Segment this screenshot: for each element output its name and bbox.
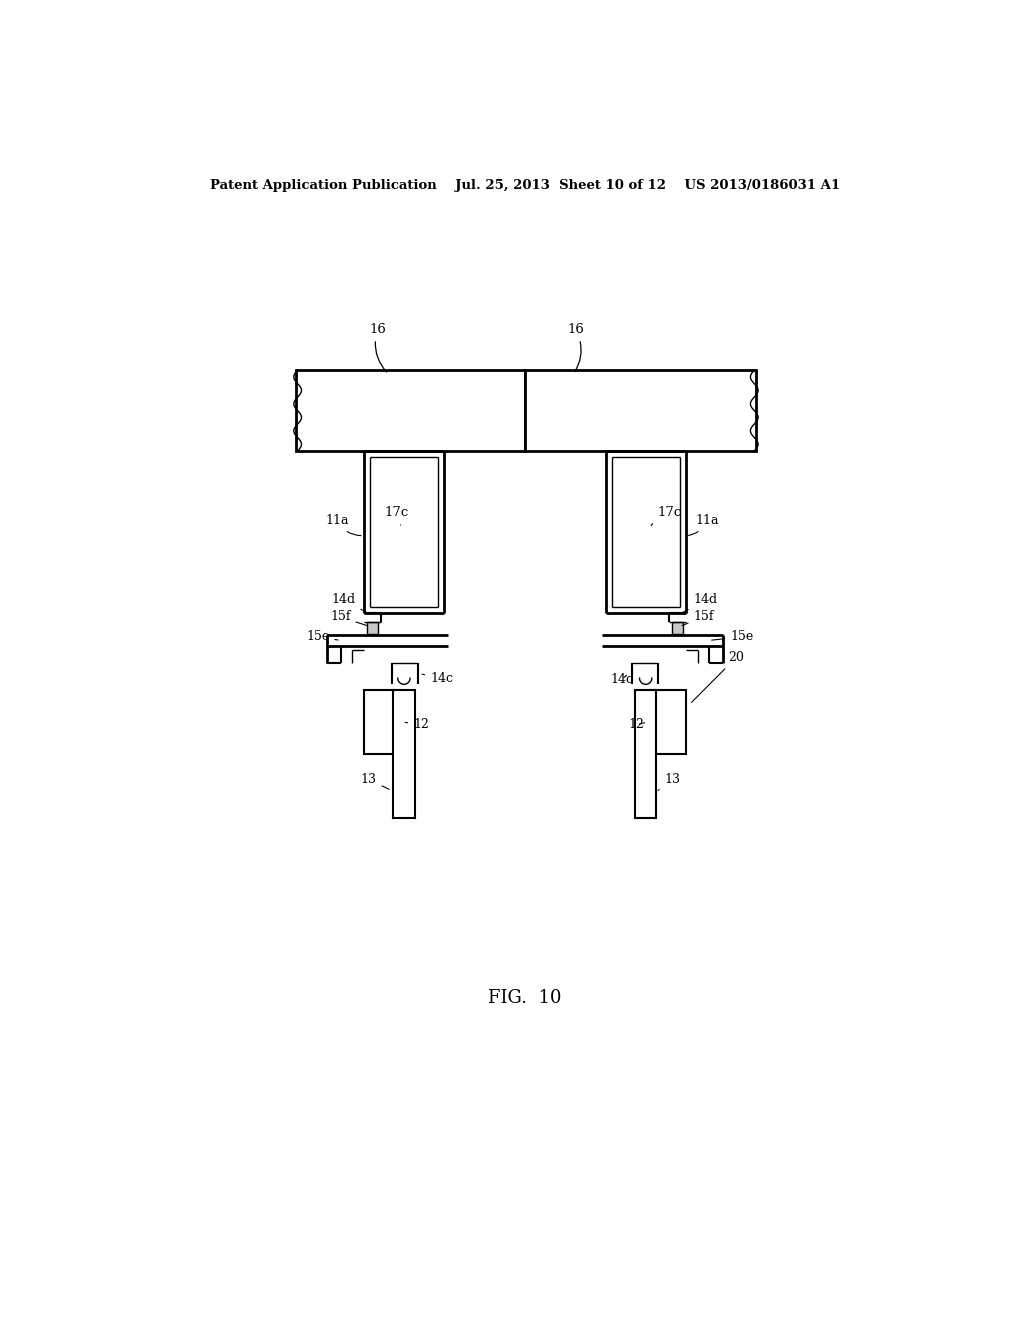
Text: 13: 13 xyxy=(658,774,680,791)
Text: 12: 12 xyxy=(406,718,429,731)
Text: 11a: 11a xyxy=(326,515,361,536)
Bar xyxy=(364,690,399,754)
Bar xyxy=(672,622,683,635)
Bar xyxy=(393,690,415,817)
Text: FIG.  10: FIG. 10 xyxy=(488,989,561,1007)
Bar xyxy=(524,370,756,451)
Text: 17c: 17c xyxy=(385,507,409,525)
Text: 15e: 15e xyxy=(306,631,338,643)
Text: 15f: 15f xyxy=(330,610,368,626)
Text: 15f: 15f xyxy=(682,610,714,626)
Bar xyxy=(650,690,686,754)
Bar xyxy=(635,690,656,817)
Text: 14c: 14c xyxy=(610,673,633,686)
Text: 15e: 15e xyxy=(712,631,754,643)
Text: 16: 16 xyxy=(567,323,584,372)
Text: Patent Application Publication    Jul. 25, 2013  Sheet 10 of 12    US 2013/01860: Patent Application Publication Jul. 25, … xyxy=(210,178,840,191)
Text: 14d: 14d xyxy=(332,594,368,612)
Text: 14d: 14d xyxy=(682,594,718,612)
Bar xyxy=(296,370,524,451)
Text: 11a: 11a xyxy=(688,515,719,536)
Text: 16: 16 xyxy=(370,323,387,372)
Text: 14c: 14c xyxy=(422,672,453,685)
Text: 13: 13 xyxy=(360,774,389,789)
Text: 17c: 17c xyxy=(651,507,682,525)
Text: 20: 20 xyxy=(691,651,744,702)
Text: 12: 12 xyxy=(629,718,645,731)
Bar xyxy=(367,622,378,635)
